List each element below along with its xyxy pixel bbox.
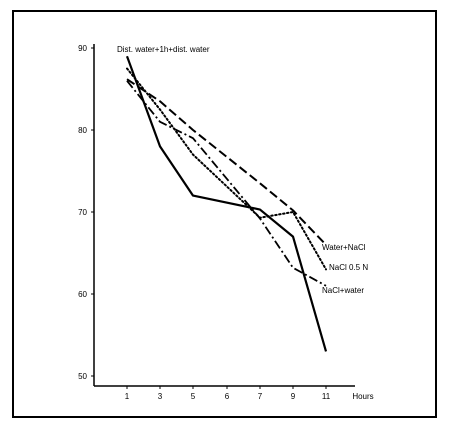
y-tick-label: 80 [78,126,87,135]
series-line-3 [126,67,327,271]
y-tick-label: 60 [78,290,87,299]
axes [93,44,355,387]
x-axis-label: Hours [352,392,373,401]
series-layer [125,55,328,352]
y-tick-label: 90 [78,44,87,53]
series-label-2: Water+NaCl [322,243,366,252]
ticks: 50 60 70 80 90 1 3 5 6 7 9 11 Hours [78,44,374,401]
x-tick-label: 9 [291,392,296,401]
series-label-4: NaCl+water [322,286,364,295]
x-tick-label: 5 [191,392,196,401]
y-tick-label: 50 [78,372,87,381]
chart-frame [12,10,437,418]
x-tick-label: 6 [225,392,230,401]
series-label-3: NaCl 0.5 N [329,263,368,272]
x-tick-label: 11 [322,392,331,401]
x-tick-label: 3 [158,392,163,401]
series-line-2 [126,78,327,246]
x-tick-label: 1 [125,392,130,401]
series-line-1 [125,55,328,352]
y-tick-label: 70 [78,208,87,217]
series-line-4 [126,80,327,287]
x-tick-label: 7 [258,392,263,401]
labels-layer: Dist. water+1h+dist. water Water+NaCl NaCl… [117,45,368,295]
series-label-1: Dist. water+1h+dist. water [117,45,210,54]
